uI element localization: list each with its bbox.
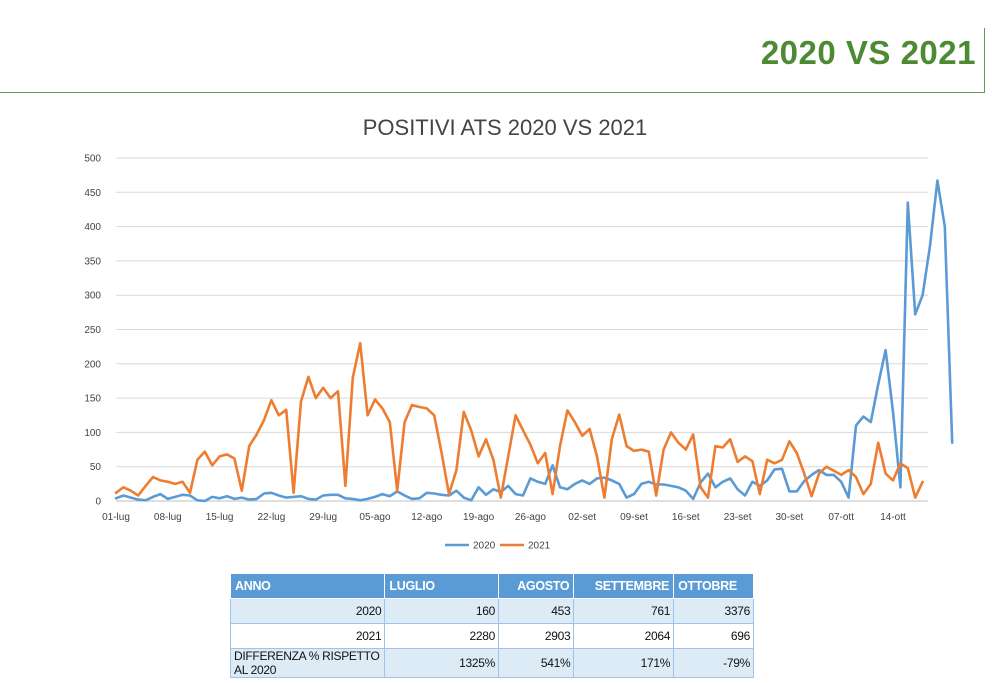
y-tick-label: 150 [84, 394, 101, 405]
y-tick-label: 100 [84, 428, 101, 439]
y-axis: 0 50 100 150 200 250 300 350 400 450 500 [84, 154, 101, 508]
table-cell: 696 [673, 623, 754, 649]
x-tick-label: 14-ott [880, 512, 906, 523]
y-tick-label: 450 [84, 188, 101, 199]
line-chart: POSITIVI ATS 2020 VS 2021 0 50 100 150 200 25… [84, 115, 954, 552]
table-row: DIFFERENZA % RISPETTO AL 2020 1325% 541%… [229, 648, 754, 678]
x-tick-label: 19-ago [463, 512, 495, 523]
table-cell: 2020 [229, 598, 386, 624]
y-tick-label: 0 [95, 497, 101, 508]
x-tick-label: 08-lug [154, 512, 182, 523]
table-cell: 160 [384, 598, 500, 624]
series-lines [114, 179, 954, 503]
y-tick-label: 300 [84, 291, 101, 302]
x-tick-label: 01-lug [102, 512, 130, 523]
x-tick-label: 22-lug [257, 512, 285, 523]
table-cell: 2280 [384, 623, 500, 649]
x-tick-label: 02-set [568, 512, 596, 523]
table-cell: -79% [673, 648, 754, 678]
table-header: SETTEMBRE [573, 573, 675, 599]
series-line-2020 [114, 179, 954, 503]
x-tick-label: 23-set [724, 512, 752, 523]
grid-lines [116, 157, 928, 502]
x-tick-label: 09-set [620, 512, 648, 523]
y-tick-label: 50 [90, 462, 102, 473]
table-cell: 3376 [673, 598, 754, 624]
x-tick-label: 16-set [672, 512, 700, 523]
table-header: ANNO [229, 573, 386, 599]
y-tick-label: 200 [84, 359, 101, 370]
legend: 2020 2021 [445, 541, 551, 552]
x-tick-label: 26-ago [515, 512, 547, 523]
y-tick-label: 400 [84, 222, 101, 233]
table-cell: 1325% [384, 648, 500, 678]
table-row: 2021 2280 2903 2064 696 [229, 623, 754, 649]
chart-title: POSITIVI ATS 2020 VS 2021 [363, 115, 648, 140]
legend-label-2021: 2021 [528, 541, 551, 552]
table-header-row: ANNO LUGLIO AGOSTO SETTEMBRE OTTOBRE [229, 573, 754, 599]
x-tick-label: 07-ott [828, 512, 854, 523]
x-tick-label: 30-set [776, 512, 804, 523]
table-cell: 453 [498, 598, 575, 624]
table-cell: 2903 [498, 623, 575, 649]
x-tick-label: 29-lug [309, 512, 337, 523]
y-tick-label: 350 [84, 256, 101, 267]
x-tick-label: 05-ago [359, 512, 391, 523]
table-cell: 541% [498, 648, 575, 678]
x-tick-label: 15-lug [206, 512, 234, 523]
legend-label-2020: 2020 [473, 541, 496, 552]
x-tick-label: 12-ago [411, 512, 443, 523]
header-divider-vertical [984, 28, 985, 93]
y-tick-label: 500 [84, 154, 101, 165]
table-cell: DIFFERENZA % RISPETTO AL 2020 [229, 648, 386, 678]
table-cell: 2021 [229, 623, 386, 649]
header-divider [0, 92, 984, 93]
table-row: 2020 160 453 761 3376 [229, 598, 754, 624]
series-line-2021 [114, 341, 924, 499]
table-cell: 761 [573, 598, 675, 624]
table-cell: 2064 [573, 623, 675, 649]
monthly-totals-table: ANNO LUGLIO AGOSTO SETTEMBRE OTTOBRE 202… [229, 573, 754, 678]
x-axis: 01-lug 08-lug 15-lug 22-lug 29-lug 05-ago 12-a… [102, 512, 906, 523]
table-header: OTTOBRE [673, 573, 754, 599]
table-cell: 171% [573, 648, 675, 678]
table-header: AGOSTO [498, 573, 575, 599]
table-header: LUGLIO [384, 573, 500, 599]
slide-title: 2020 VS 2021 [760, 34, 976, 71]
y-tick-label: 250 [84, 325, 101, 336]
